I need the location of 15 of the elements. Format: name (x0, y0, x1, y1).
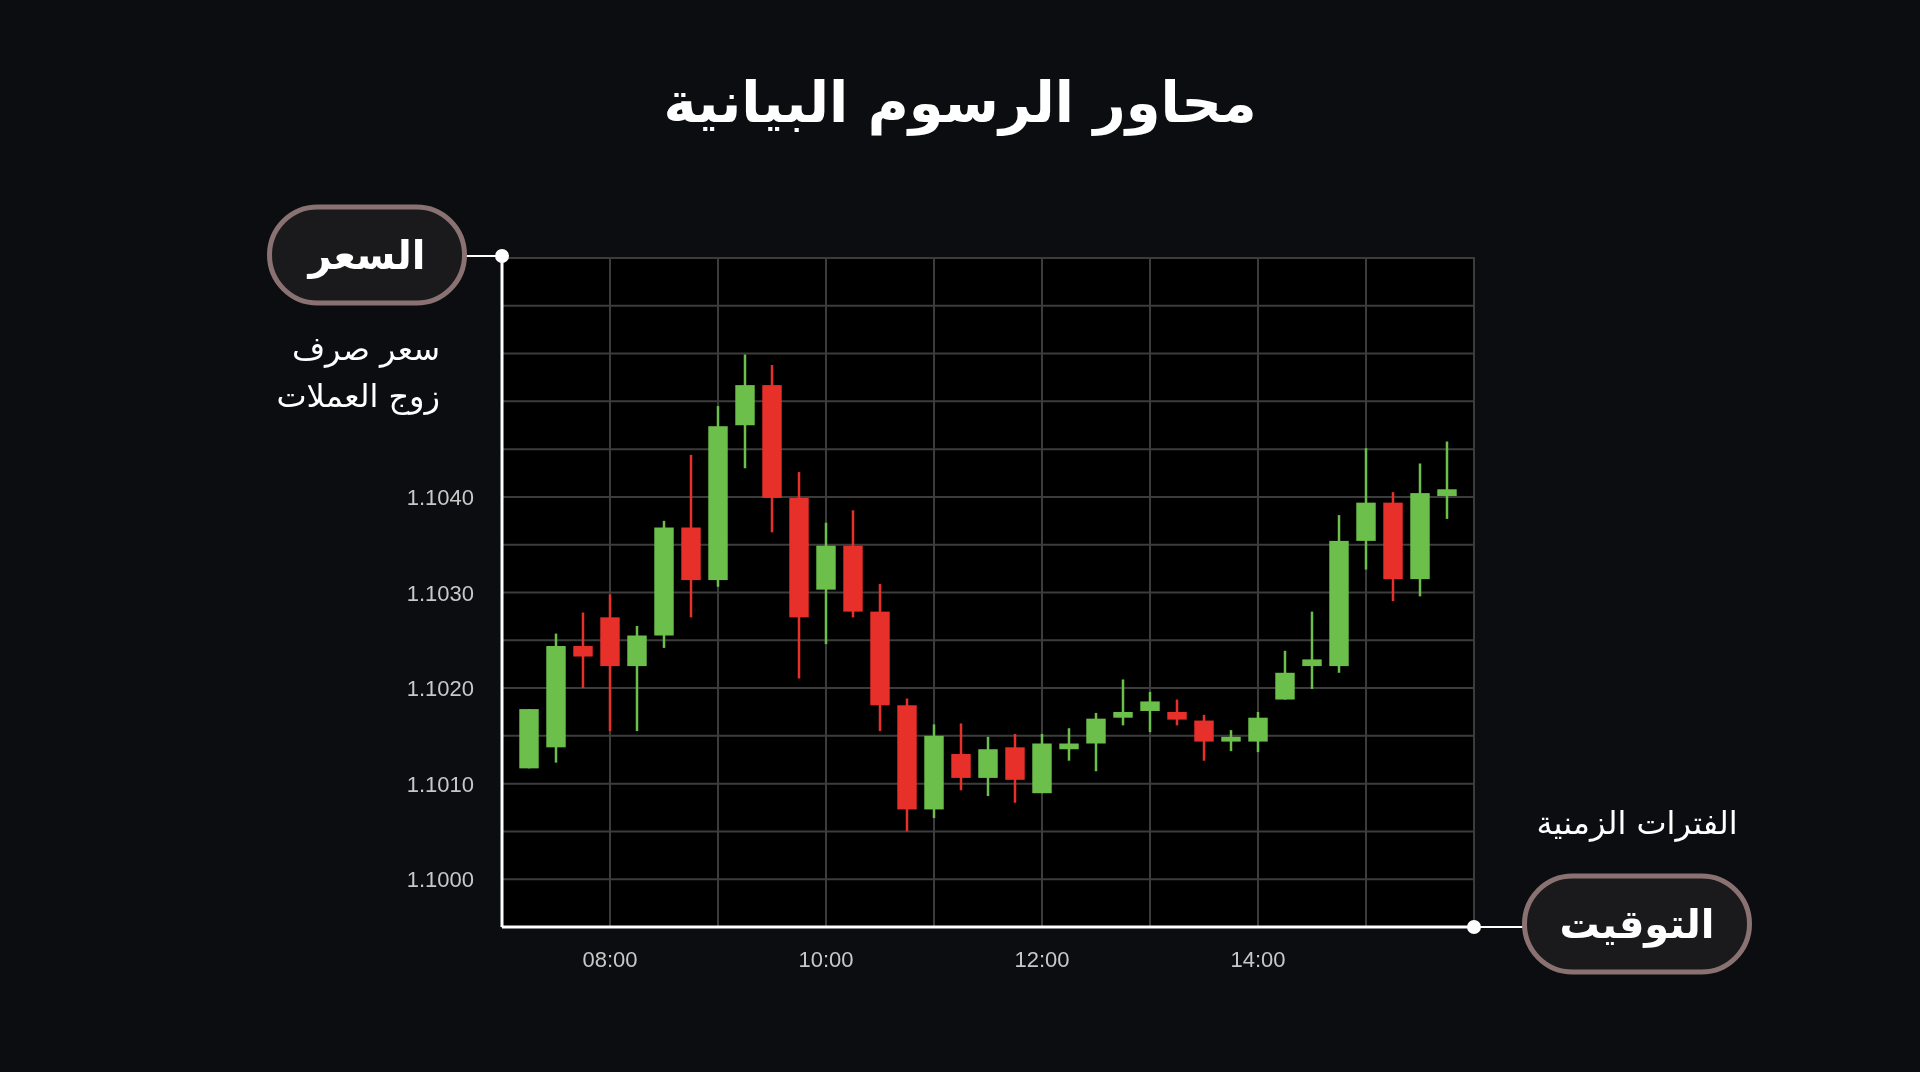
x-tick-label: 08:00 (582, 947, 638, 972)
x-tick-label: 14:00 (1230, 947, 1286, 972)
text: سعر صرف (291, 330, 440, 368)
y-tick-label: 1.1000 (406, 867, 474, 893)
y-tick-label: 1.1010 (406, 771, 474, 797)
x-axis-title: التوقيت (1559, 901, 1715, 948)
x-tick-label: 12:00 (1014, 947, 1070, 972)
y-tick-label: 1.1030 (406, 580, 474, 606)
text: زوج العملات (276, 377, 440, 415)
x-tick-label: 10:00 (798, 947, 854, 972)
y-tick-label: 1.1020 (406, 676, 474, 702)
chart-title: محاور الرسوم البيانية (663, 70, 1257, 136)
y-axis-title: السعر (306, 232, 426, 279)
text: الفترات الزمنية (1536, 804, 1738, 842)
y-tick-label: 1.1040 (406, 484, 474, 510)
